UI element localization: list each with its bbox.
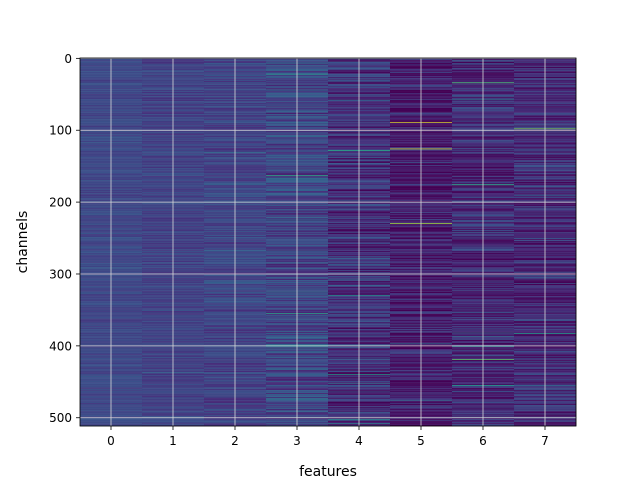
x-tick-label: 1: [169, 434, 177, 448]
x-tick-label: 6: [479, 434, 487, 448]
x-axis-label: features: [299, 464, 357, 480]
grid-lines: [80, 57, 576, 426]
y-tick-label: 400: [49, 339, 72, 353]
y-tick-label: 200: [49, 196, 72, 210]
x-tick-label: 0: [107, 434, 115, 448]
y-tick-label: 500: [49, 411, 72, 425]
y-tick-label: 300: [49, 267, 72, 281]
x-tick-label: 5: [417, 434, 425, 448]
x-tick-label: 7: [541, 434, 549, 448]
y-axis-label: channels: [15, 211, 31, 274]
x-tick-label: 4: [355, 434, 363, 448]
y-tick-label: 0: [64, 52, 72, 66]
x-axis-ticks: 0 1 2 3 4 5 6 7: [107, 426, 549, 448]
plot-frame: [79, 57, 577, 427]
y-tick-label: 100: [49, 124, 72, 138]
x-tick-label: 2: [231, 434, 239, 448]
y-axis-ticks: 0 100 200 300 400 500: [49, 52, 80, 425]
heatmap-cells: [80, 58, 577, 427]
x-tick-label: 3: [293, 434, 301, 448]
